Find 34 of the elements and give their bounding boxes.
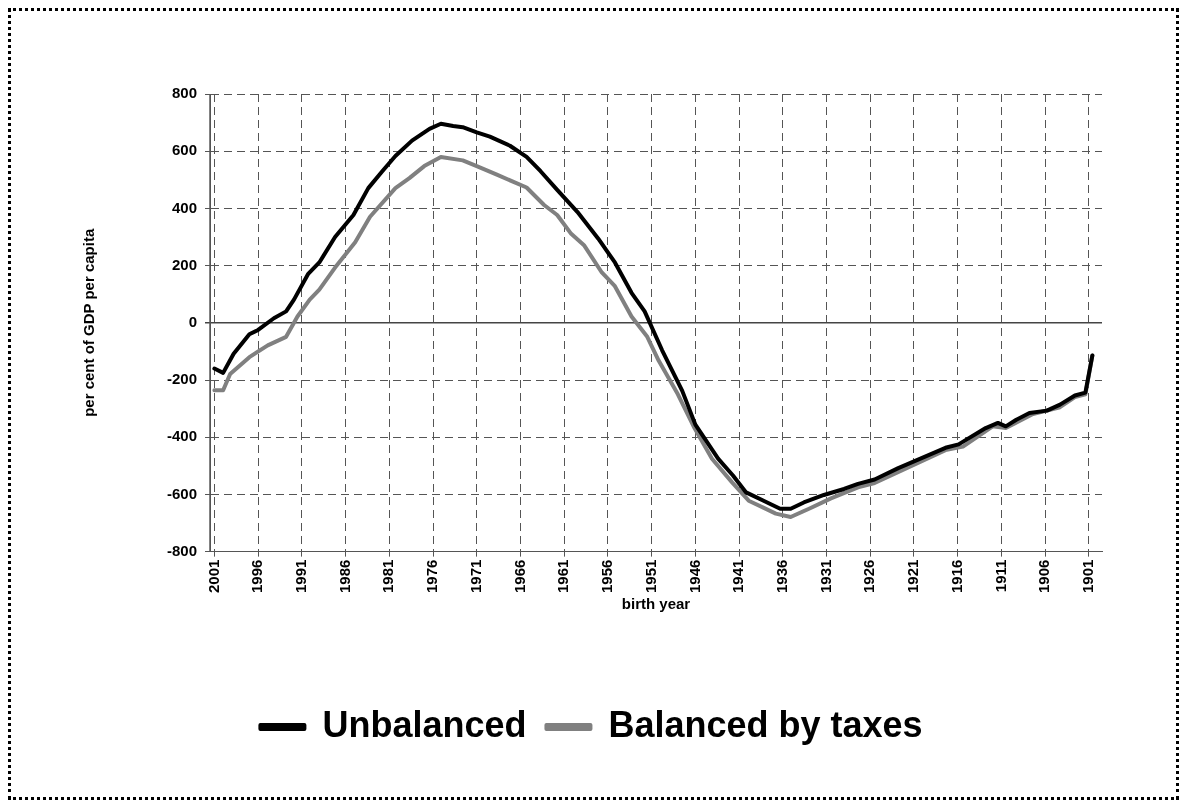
y-tick-label: 800 [171,84,198,102]
y-tick-label: -600 [166,484,198,502]
x-axis-title: birth year [621,595,691,613]
y-tick-label: -200 [166,370,198,388]
x-tick-label: 1926 [860,559,878,594]
x-tick-label: 1996 [248,559,266,594]
x-tick-label: 1941 [729,559,747,594]
x-tick-label: 1946 [685,559,703,594]
x-tick-label: 1986 [335,559,353,594]
x-tick-label: 1951 [641,559,659,594]
y-tick-label: -800 [166,541,198,559]
legend-label: Balanced by taxes [608,703,923,745]
x-tick-label: 1961 [554,559,572,594]
legend-label: Unbalanced [322,703,527,745]
x-tick-label: 1921 [904,559,922,594]
x-tick-label: 1971 [466,559,484,594]
y-tick-label: 400 [171,198,198,216]
x-tick-label: 1911 [991,559,1009,593]
x-tick-label: 1916 [947,559,965,594]
y-axis-title: per cent of GDP per capita [80,228,98,417]
y-tick-label: 600 [171,141,198,159]
x-tick-label: 1901 [1079,559,1097,594]
x-tick-label: 1981 [379,559,397,594]
y-tick-label: 200 [171,255,198,273]
y-tick-label: 0 [188,312,198,330]
x-tick-label: 1906 [1035,559,1053,594]
x-tick-label: 1931 [816,559,834,594]
y-tick-label: -400 [166,427,198,445]
x-tick-label: 1956 [598,559,616,594]
x-tick-label: 1936 [772,559,790,594]
x-tick-label: 1991 [291,559,309,594]
x-tick-label: 1976 [423,559,441,594]
x-tick-label: 1966 [510,559,528,594]
x-tick-label: 2001 [204,559,222,594]
